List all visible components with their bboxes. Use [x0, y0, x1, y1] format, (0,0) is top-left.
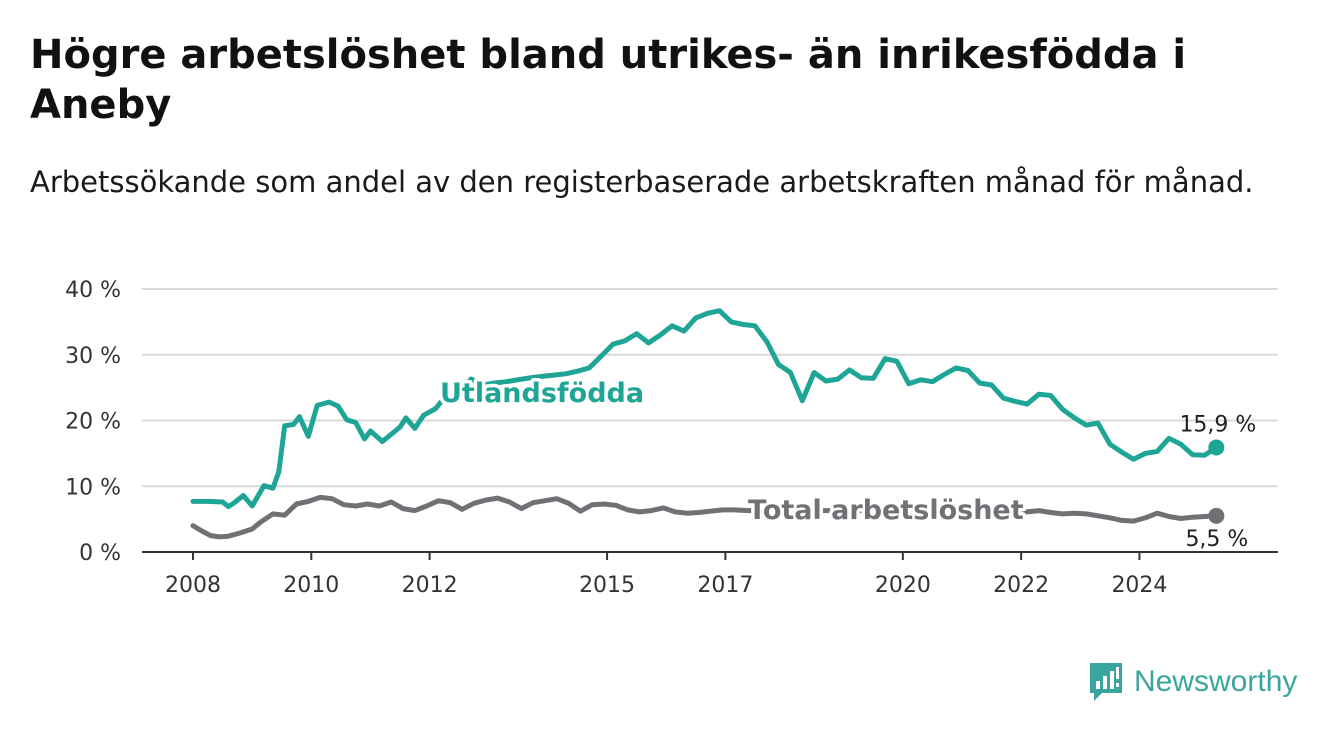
- x-tick-label: 2022: [993, 573, 1049, 598]
- y-tick-label: 10 %: [65, 475, 121, 500]
- newsworthy-logo: Newsworthy: [1088, 660, 1297, 704]
- y-tick-label: 40 %: [65, 278, 121, 303]
- series-end-label: 15,9 %: [1179, 412, 1256, 437]
- y-tick-label: 0 %: [79, 541, 121, 566]
- x-tick-label: 2020: [875, 573, 931, 598]
- x-tick-label: 2024: [1111, 573, 1167, 598]
- newsworthy-bar-chart-icon: [1090, 663, 1122, 701]
- gridlines: [142, 288, 1278, 553]
- x-axis-ticks: 2008 2010 2012 2015 2017 2020 2022 2024: [165, 552, 1167, 598]
- x-tick-label: 2017: [697, 573, 753, 598]
- series-end-label: 5,5 %: [1185, 527, 1248, 552]
- x-tick-label: 2012: [402, 573, 458, 598]
- series-lines: [190, 308, 1225, 540]
- series-line: [190, 494, 1219, 540]
- x-tick-label: 2008: [165, 573, 221, 598]
- y-tick-label: 20 %: [65, 410, 121, 435]
- y-tick-label: 30 %: [65, 344, 121, 369]
- y-axis-ticks: 0 % 10 % 20 % 30 % 40 %: [65, 278, 121, 566]
- series-name-label: Utlandsfödda: [440, 378, 644, 409]
- series-name-label: Total arbetslöshet: [748, 495, 1024, 526]
- chart-title: Högre arbetslöshet bland utrikes- än inr…: [30, 32, 1187, 128]
- series-end-point: [1208, 507, 1225, 524]
- x-tick-label: 2010: [283, 573, 339, 598]
- series-line: [190, 308, 1219, 510]
- brand-name: Newsworthy: [1134, 665, 1298, 698]
- series-labels: 15,9 % 5,5 % Utlandsfödda Total arbetslöshe…: [437, 375, 1257, 552]
- x-tick-label: 2015: [579, 573, 635, 598]
- chart-subtitle: Arbetssökande som andel av den registerb…: [30, 165, 1254, 199]
- series-end-point: [1208, 439, 1225, 456]
